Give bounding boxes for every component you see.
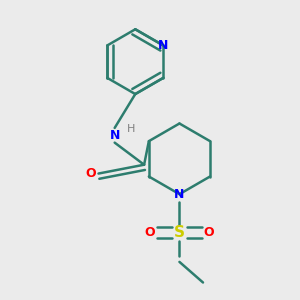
Text: O: O [86, 167, 96, 180]
Text: O: O [204, 226, 214, 239]
Text: N: N [158, 39, 169, 52]
Text: H: H [127, 124, 135, 134]
Text: O: O [145, 226, 155, 239]
Text: S: S [174, 225, 185, 240]
Text: N: N [110, 129, 120, 142]
Text: N: N [174, 188, 184, 201]
